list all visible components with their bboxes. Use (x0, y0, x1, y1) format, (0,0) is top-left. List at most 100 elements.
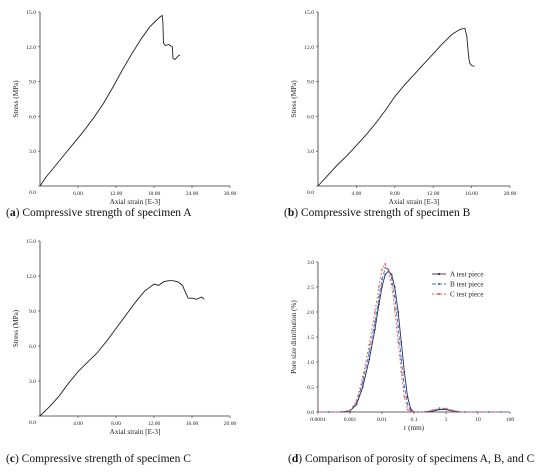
caption-a: (a) Compressive strength of specimen A (6, 207, 192, 219)
series-line-3 (318, 263, 510, 413)
legend-marker-3 (437, 292, 441, 296)
y-tick-label: 9.0 (29, 80, 36, 86)
pore-size-chart-d: 0.0 0.5 1.0 1.5 2.0 2.5 3.0 0.0001 0.001 0.01 0.1 1… (290, 260, 514, 432)
x-tick-label: 4.00 (352, 191, 362, 197)
y-tick-label: 1.5 (307, 335, 314, 341)
series-point (403, 396, 406, 398)
y-tick-label: 12.0 (26, 45, 36, 51)
x-tick-label: 12.00 (110, 191, 123, 197)
x-tick-label: 12.00 (148, 421, 161, 427)
y-tick-label: 9.0 (29, 309, 36, 315)
y-tick-label: 6.0 (307, 114, 314, 120)
series-point (361, 386, 364, 388)
series-point (384, 267, 387, 269)
x-axis-label: Axial strain [E-3] (389, 198, 440, 206)
x-axis-label: Axial strain [E-3] (110, 198, 161, 206)
series-point (381, 278, 383, 281)
x-tick-label: 4.00 (73, 421, 83, 427)
series-point (393, 308, 396, 311)
series-point (432, 409, 435, 411)
series-point (393, 296, 396, 298)
y-tick-label: 2.0 (307, 310, 314, 316)
series-point (403, 371, 406, 373)
series-point (445, 407, 447, 410)
y-tick-label: 0.5 (307, 385, 314, 391)
series-point (438, 407, 441, 409)
legend-label-1: A test piece (450, 270, 484, 278)
origin-label: 0.0 (29, 420, 36, 426)
y-tick-label: 15.0 (304, 10, 314, 16)
x-tick-label: 18.00 (148, 191, 161, 197)
legend-label-2: B test piece (450, 280, 484, 288)
legend-marker-1 (437, 272, 441, 276)
x-axis-label: r (mm) (404, 424, 425, 432)
y-tick-label: 2.5 (307, 285, 314, 291)
series-point (361, 381, 364, 383)
origin-label: 0.0 (307, 190, 314, 196)
caption-b: (b) Compressive strength of specimen B (284, 207, 471, 219)
series-point (413, 411, 415, 413)
series-point (355, 402, 358, 404)
y-tick-label: 15.0 (26, 239, 36, 245)
series-point (374, 321, 376, 323)
series-point (400, 358, 403, 361)
caption-a-letter: a (9, 207, 16, 219)
caption-c: (c) Compressive strength of specimen C (6, 453, 191, 465)
x-tick-label: 16.00 (465, 191, 478, 197)
y-tick-label: 12.0 (26, 274, 36, 280)
series-point (397, 311, 400, 313)
y-axis-label: Stress (MPa) (12, 80, 20, 118)
y-axis-label: Pore size distribution (%) (290, 300, 298, 374)
x-axis-label: Axial strain [E-3] (110, 428, 161, 436)
series-point (355, 400, 358, 402)
y-axis-label: Stress (MPa) (290, 80, 298, 118)
series-point (368, 358, 371, 361)
caption-c-letter: c (9, 453, 15, 465)
x-tick-label: 0.01 (377, 417, 387, 423)
x-tick-label: 0.001 (344, 417, 357, 423)
series-point (390, 283, 393, 286)
series-point (374, 328, 376, 331)
series-point (368, 351, 371, 353)
x-tick-label: 20.00 (224, 421, 237, 427)
stress-strain-chart-a: 3.0 6.0 9.0 12.0 15.0 6.00 12.00 18.00 24.00 30.0… (12, 10, 236, 206)
stress-strain-curve (39, 14, 181, 187)
x-tick-label: 10 (475, 417, 481, 423)
caption-a-text: Compressive strength of specimen A (22, 207, 192, 219)
stress-strain-chart-c: 3.0 6.0 9.0 12.0 15.0 4.00 8.00 12.00 16.00 20.00… (12, 239, 236, 436)
caption-b-letter: b (287, 207, 295, 219)
origin-label: 0.0 (29, 190, 36, 196)
y-tick-label: 3.0 (307, 149, 314, 155)
series-point (409, 411, 412, 413)
legend-label-3: C test piece (450, 290, 484, 298)
x-tick-label: 16.00 (186, 421, 199, 427)
stress-strain-curve (39, 280, 205, 417)
series-point (403, 386, 406, 388)
series-point (381, 268, 383, 271)
series-point (387, 270, 390, 272)
series-point (390, 277, 393, 279)
stress-strain-curve (317, 27, 475, 187)
stress-strain-chart-b: 3.0 6.0 9.0 12.0 15.0 4.00 8.00 12.00 16.00 20.00… (290, 10, 516, 206)
x-tick-label: 8.00 (390, 191, 400, 197)
caption-b-text: Compressive strength of specimen B (300, 207, 471, 219)
x-tick-label: 30.00 (224, 191, 237, 197)
series-point (384, 273, 387, 276)
series-point (406, 403, 409, 406)
series-point (451, 409, 454, 412)
series-point (381, 286, 383, 288)
caption-d: (d) Comparison of porosity of specimens … (288, 453, 535, 465)
x-tick-label: 0.1 (411, 417, 418, 423)
series-point (406, 408, 409, 411)
series-point (368, 343, 371, 346)
x-tick-label: 20.00 (504, 191, 517, 197)
series-point (400, 341, 403, 343)
series-point (384, 263, 387, 265)
y-tick-label: 12.0 (304, 45, 314, 51)
caption-d-text: Comparison of porosity of specimens A, B… (304, 453, 535, 465)
series-point (349, 409, 351, 412)
x-tick-label: 24.00 (186, 191, 199, 197)
x-tick-label: 0.0001 (310, 417, 326, 423)
y-tick-label: 0.0 (307, 410, 314, 416)
